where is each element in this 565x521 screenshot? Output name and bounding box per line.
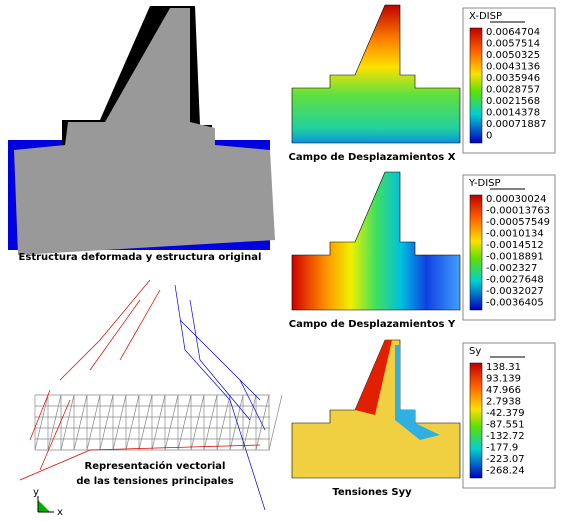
legend-title: Sy (469, 346, 481, 357)
legend-value: -87.551 (486, 420, 525, 431)
mesh-line (99, 394, 114, 451)
vector-plot (19, 279, 283, 511)
caption: Campo de Desplazamientos Y (289, 319, 456, 330)
mesh-line (242, 394, 257, 451)
color-bar (469, 362, 483, 479)
legend-value: 0 (486, 131, 492, 142)
caption: Representación vectorial (85, 460, 226, 472)
mesh-line (177, 394, 192, 451)
legend-value: 0.0035946 (486, 73, 540, 84)
legend-title: Y-DISP (468, 178, 501, 189)
mesh-line (138, 394, 153, 451)
contour-region (355, 340, 392, 415)
legend-value: -0.002327 (486, 263, 537, 274)
mesh-line (268, 394, 283, 451)
mesh-line (190, 394, 205, 451)
contour-plot (291, 4, 461, 144)
axis-label: y (33, 487, 39, 498)
legend-value: -0.0010134 (486, 229, 544, 240)
mesh-line (255, 394, 270, 451)
mesh-line (47, 394, 62, 451)
legend-value: 0.00071887 (486, 119, 546, 130)
legend-value: -268.24 (486, 466, 525, 477)
legend-value: 47.966 (486, 385, 521, 396)
legend-value: -0.0036405 (486, 298, 544, 309)
legend-value: -0.00057549 (486, 217, 550, 228)
contour-plot (291, 171, 461, 311)
mesh-line (112, 394, 127, 451)
legend-value: -0.0014512 (486, 240, 544, 251)
caption: de las tensiones principales (76, 476, 233, 487)
legend-value: -42.379 (486, 408, 525, 419)
mesh-line (125, 394, 140, 451)
legend-value: 2.7938 (486, 397, 521, 408)
color-bar (469, 194, 483, 311)
legend-value: -0.00013763 (486, 206, 550, 217)
mesh-line (164, 394, 179, 451)
legend-value: -223.07 (486, 454, 525, 465)
legend-value: 138.31 (486, 362, 521, 373)
legend-value: 0.0014378 (486, 108, 540, 119)
legend-value: 0.0057514 (486, 39, 540, 50)
mesh-line (86, 394, 101, 451)
axis-icon (37, 496, 54, 513)
caption: Estructura deformada y estructura origin… (19, 252, 262, 263)
mesh-line (216, 394, 231, 451)
legend-value: -0.0018891 (486, 252, 544, 263)
mesh-line (73, 394, 88, 451)
color-bar (469, 27, 483, 144)
axis-label: x (57, 507, 63, 518)
legend-value: -177.9 (486, 443, 518, 454)
legend-value: 0.0064704 (486, 27, 540, 38)
legend-value: -0.0032027 (486, 286, 544, 297)
contour-region (395, 345, 440, 440)
legend-value: 93.139 (486, 374, 521, 385)
mesh-line (203, 394, 218, 451)
legend-value: 0.0043136 (486, 62, 540, 73)
mesh-line (229, 394, 244, 451)
mesh-line (34, 394, 49, 451)
legend-title: X-DISP (469, 11, 502, 22)
caption: Tensiones Syy (332, 487, 412, 498)
mesh-line (60, 394, 75, 451)
caption: Campo de Desplazamientos X (289, 152, 456, 163)
legend-value: -0.0027648 (486, 275, 544, 286)
legend-value: 0.00030024 (486, 194, 546, 205)
legend-value: -132.72 (486, 431, 525, 442)
legend-value: 0.0028757 (486, 85, 540, 96)
legend-value: 0.0050325 (486, 50, 540, 61)
legend-value: 0.0021568 (486, 96, 540, 107)
deformed-structure (8, 6, 275, 255)
mesh-line (151, 394, 166, 451)
